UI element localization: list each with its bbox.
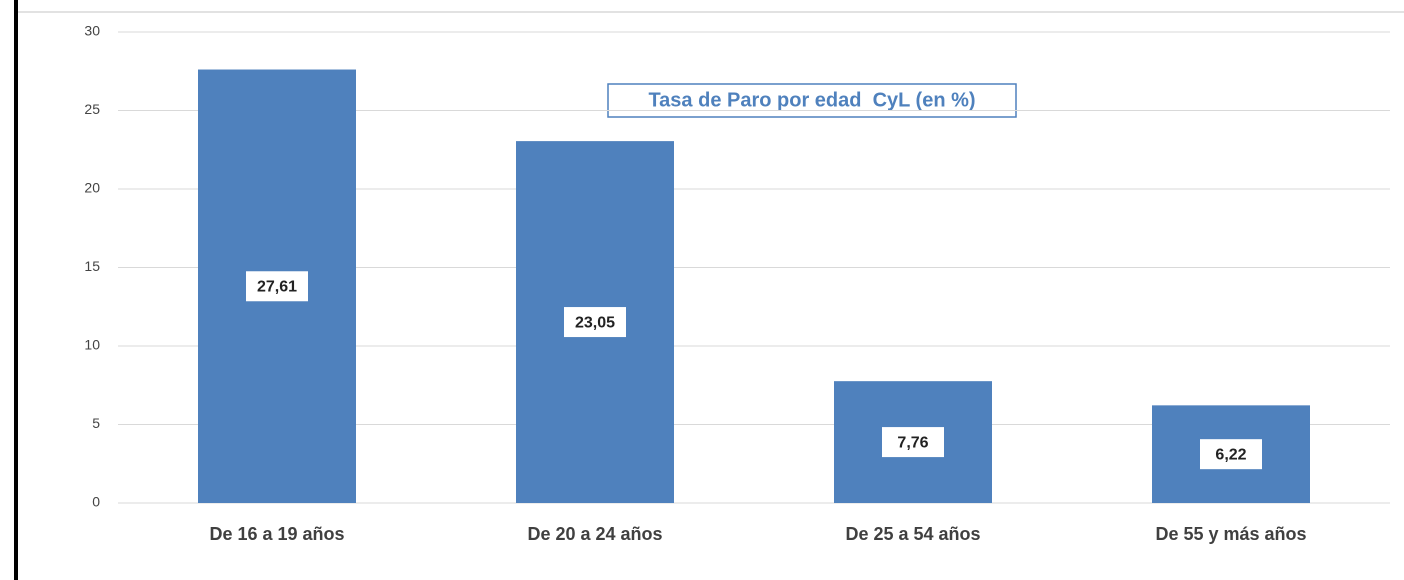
value-label-box xyxy=(882,427,944,458)
value-label-box xyxy=(246,271,308,302)
x-tick-label: De 16 a 19 años xyxy=(209,524,344,544)
left-border xyxy=(14,0,18,580)
value-label: 6,22 xyxy=(1215,446,1246,463)
y-tick-label: 25 xyxy=(84,101,100,117)
x-tick-label: De 55 y más años xyxy=(1155,524,1306,544)
value-label-box xyxy=(564,307,626,338)
chart-title: Tasa de Paro por edad CyL (en %) xyxy=(648,89,975,111)
y-tick-label: 30 xyxy=(84,23,100,39)
y-tick-label: 10 xyxy=(84,337,100,353)
value-label: 27,61 xyxy=(257,278,297,295)
value-label: 23,05 xyxy=(575,314,615,331)
y-tick-label: 20 xyxy=(84,180,100,196)
y-tick-label: 5 xyxy=(92,415,100,431)
y-tick-label: 0 xyxy=(92,494,100,510)
value-label: 7,76 xyxy=(897,434,928,451)
value-label-box xyxy=(1200,439,1262,470)
y-tick-label: 15 xyxy=(84,258,100,274)
title-box xyxy=(607,83,1017,118)
x-tick-label: De 25 a 54 años xyxy=(845,524,980,544)
x-tick-label: De 20 a 24 años xyxy=(527,524,662,544)
